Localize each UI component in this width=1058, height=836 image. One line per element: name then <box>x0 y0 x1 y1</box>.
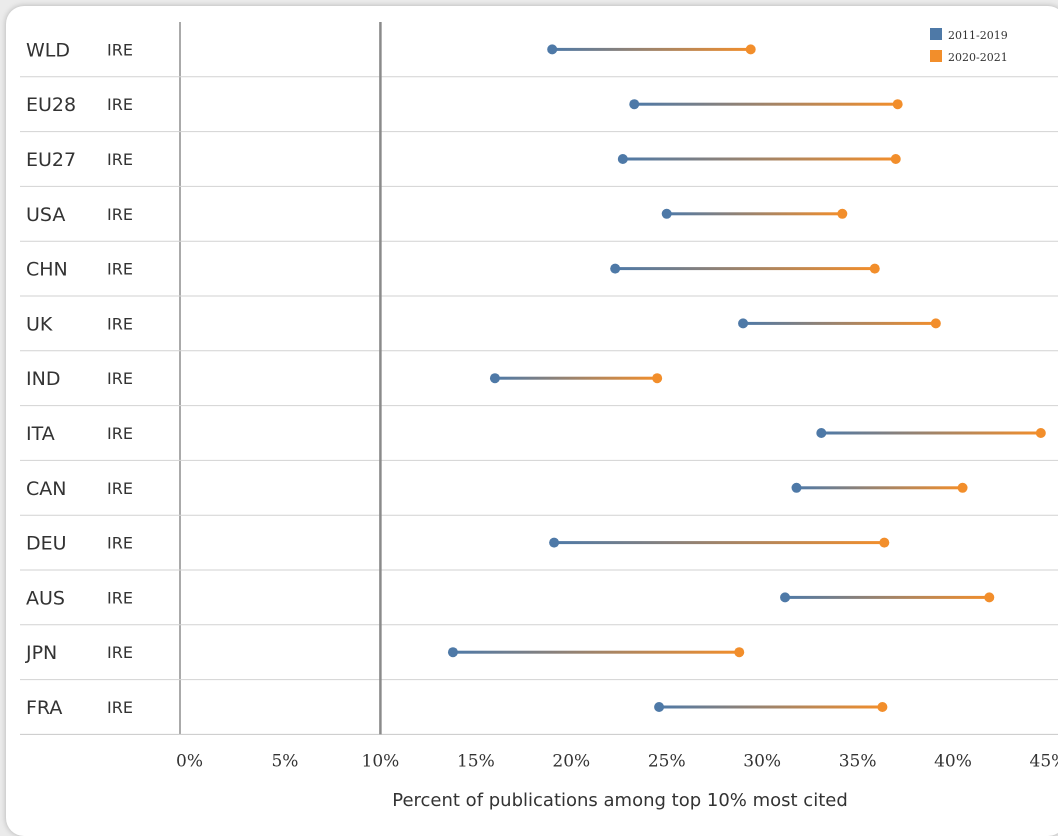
x-tick-label: 25% <box>648 751 686 771</box>
x-axis-title: Percent of publications among top 10% mo… <box>392 790 848 811</box>
region-label: JPN <box>25 642 57 664</box>
dumbbell-row-ita: ITA IRE <box>26 423 1046 445</box>
dumbbell-row-deu: DEU IRE <box>26 533 890 555</box>
x-tick-label: 40% <box>934 751 972 771</box>
connector-line <box>634 102 898 106</box>
country-label: IRE <box>107 534 133 553</box>
country-label: IRE <box>107 150 133 169</box>
point-2011-2019 <box>617 154 628 164</box>
dumbbell-row-can: CAN IRE <box>26 478 968 500</box>
legend: 2011-2019 2020-2021 <box>930 28 1008 64</box>
point-2011-2019 <box>654 702 665 712</box>
connector-line <box>821 431 1041 435</box>
region-label: FRA <box>26 697 62 719</box>
point-2011-2019 <box>629 99 640 110</box>
country-label: IRE <box>107 314 133 333</box>
x-tick-label: 15% <box>457 751 495 771</box>
point-2011-2019 <box>549 537 560 548</box>
point-2020-2021 <box>890 154 901 164</box>
point-2020-2021 <box>652 373 663 384</box>
dumbbell-row-eu27: EU27 IRE <box>26 149 901 171</box>
country-label: IRE <box>107 205 133 224</box>
country-label: IRE <box>107 698 133 717</box>
connector-line <box>615 267 875 271</box>
connector-line <box>552 47 751 51</box>
dumbbell-row-eu28: EU28 IRE <box>26 94 903 116</box>
x-tick-label: 20% <box>552 751 590 771</box>
x-tick-label: 10% <box>362 751 400 771</box>
connector-line <box>554 541 885 545</box>
region-label: IND <box>26 368 60 390</box>
point-2011-2019 <box>661 208 672 219</box>
point-2020-2021 <box>984 592 995 603</box>
dumbbell-row-wld: WLD IRE <box>26 39 756 61</box>
dumbbell-row-aus: AUS IRE <box>26 587 995 609</box>
legend-label-2020-2021: 2020-2021 <box>948 51 1008 64</box>
point-2020-2021 <box>734 647 745 658</box>
point-2011-2019 <box>447 647 458 658</box>
point-2020-2021 <box>879 537 890 548</box>
x-tick-label: 45% <box>1030 751 1058 771</box>
region-label: WLD <box>26 39 70 61</box>
legend-label-2011-2019: 2011-2019 <box>948 29 1008 42</box>
dumbbell-row-jpn: JPN IRE <box>25 642 745 664</box>
connector-line <box>622 157 896 161</box>
point-2020-2021 <box>877 702 888 712</box>
point-2011-2019 <box>791 482 802 493</box>
country-label: IRE <box>107 424 133 443</box>
dumbbell-row-usa: USA IRE <box>26 204 848 226</box>
chart-card <box>6 6 1058 836</box>
region-label: CHN <box>26 259 68 281</box>
x-axis: 0% 5% 10% 15% 20% 25% 30% 35% 40% 45% <box>176 751 1058 771</box>
connector-line <box>743 321 936 325</box>
country-label: IRE <box>107 588 133 607</box>
region-label: ITA <box>26 423 55 445</box>
dumbbell-row-chn: CHN IRE <box>26 259 880 281</box>
point-2020-2021 <box>957 482 968 493</box>
connector-line <box>659 705 883 709</box>
point-2020-2021 <box>745 44 756 55</box>
connector-line <box>666 212 843 216</box>
x-tick-label: 35% <box>839 751 877 771</box>
country-label: IRE <box>107 369 133 388</box>
dumbbell-row-fra: FRA IRE <box>26 697 888 719</box>
region-label: EU28 <box>26 94 76 116</box>
x-tick-label: 5% <box>271 751 298 771</box>
country-label: IRE <box>107 40 133 59</box>
point-2011-2019 <box>738 318 749 329</box>
point-2020-2021 <box>892 99 903 110</box>
point-2020-2021 <box>869 263 880 274</box>
region-label: UK <box>26 313 53 335</box>
country-label: IRE <box>107 643 133 662</box>
region-label: EU27 <box>26 149 76 171</box>
legend-swatch-2011-2019 <box>930 28 942 40</box>
country-label: IRE <box>107 479 133 498</box>
country-label: IRE <box>107 95 133 114</box>
connector-line <box>796 486 963 490</box>
region-label: CAN <box>26 478 66 500</box>
point-2020-2021 <box>1035 428 1046 438</box>
connector-line <box>785 595 990 599</box>
region-label: USA <box>26 204 65 226</box>
connector-line <box>452 650 740 654</box>
dumbbell-row-ind: IND IRE <box>26 368 663 390</box>
point-2011-2019 <box>780 592 791 603</box>
point-2020-2021 <box>837 208 848 219</box>
grid-layer <box>20 22 1058 735</box>
x-tick-label: 0% <box>176 751 203 771</box>
point-2011-2019 <box>610 263 621 274</box>
region-label: AUS <box>26 587 65 609</box>
dumbbell-row-uk: UK IRE <box>26 313 941 335</box>
legend-swatch-2020-2021 <box>930 50 942 62</box>
point-2011-2019 <box>816 428 827 438</box>
connector-line <box>494 376 658 380</box>
country-label: IRE <box>107 260 133 279</box>
point-2011-2019 <box>547 44 558 55</box>
region-label: DEU <box>26 533 67 555</box>
point-2011-2019 <box>489 373 500 384</box>
x-tick-label: 30% <box>743 751 781 771</box>
point-2020-2021 <box>930 318 941 329</box>
